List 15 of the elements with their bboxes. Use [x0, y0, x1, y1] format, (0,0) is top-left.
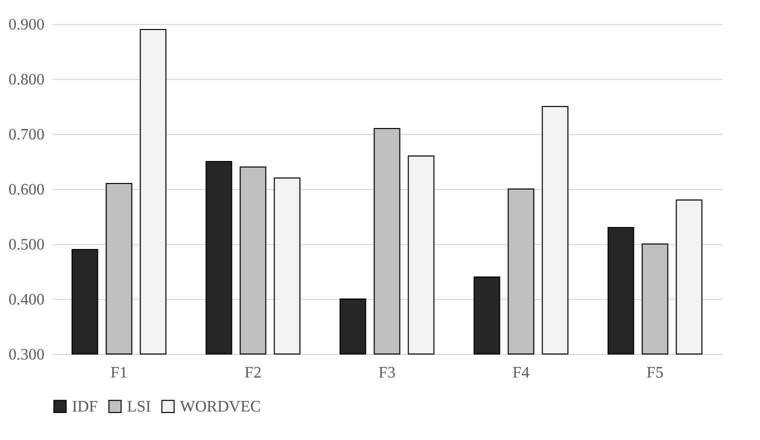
- legend-label: IDF: [72, 398, 98, 416]
- x-tick-label: F1: [110, 364, 128, 382]
- y-tick-label: 0.500: [8, 236, 44, 254]
- legend-label: LSI: [127, 398, 151, 416]
- x-tick-label: F5: [646, 364, 664, 382]
- x-tick-label: F2: [244, 364, 262, 382]
- y-tick-label: 0.700: [8, 126, 44, 144]
- y-tick-label: 0.600: [8, 182, 44, 198]
- y-tick-label: 0.300: [8, 346, 44, 364]
- legend-label: WORDVEC: [180, 398, 261, 416]
- y-tick-label: 0.400: [8, 292, 44, 308]
- x-tick-label: F4: [512, 364, 530, 382]
- x-tick-label: F3: [378, 364, 396, 382]
- y-tick-label: 0.800: [8, 72, 44, 88]
- y-tick-label: 0.900: [8, 16, 44, 34]
